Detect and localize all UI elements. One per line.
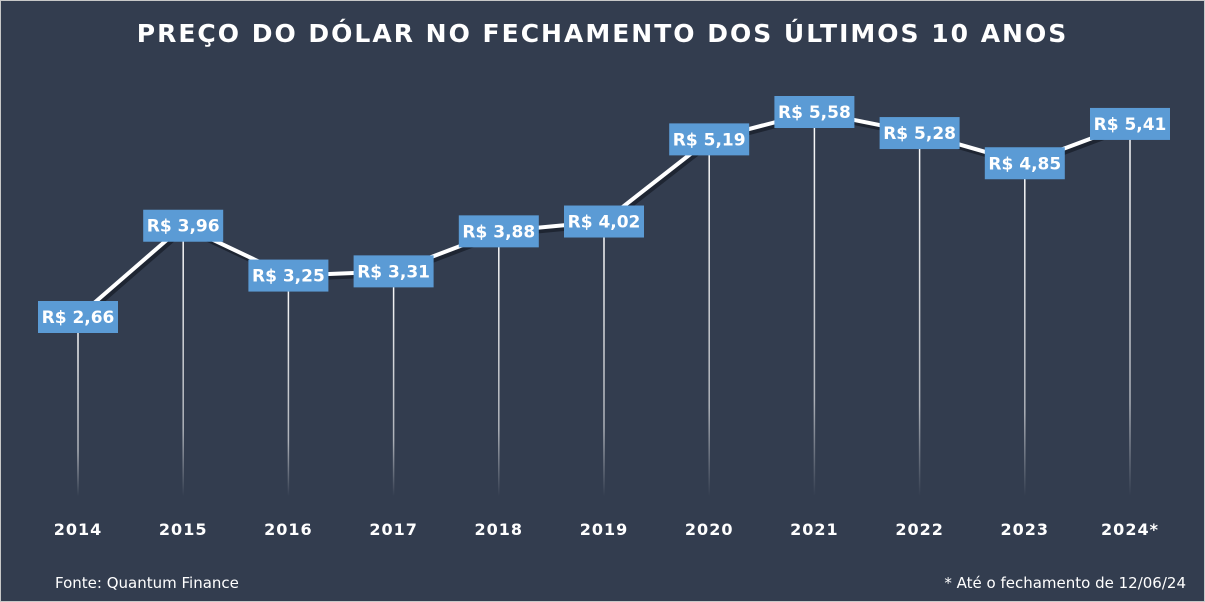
data-label: R$ 3,96 [147,217,220,237]
data-label-box [248,259,329,292]
x-tick-label: 2015 [159,520,208,539]
data-label: R$ 4,02 [568,213,641,233]
data-label: R$ 4,85 [988,154,1061,174]
drop-line [1024,163,1026,496]
data-labels: R$ 2,66 R$ 3,96 R$ 3,25 R$ 3,31 R$ 3,88 R$ 4,… [38,96,1170,333]
x-tick-label: 2022 [895,520,944,539]
data-label: R$ 5,28 [883,124,956,144]
drop-line [1129,123,1131,496]
x-tick-label: 2024* [1101,520,1159,539]
data-label: R$ 5,41 [1094,115,1167,135]
footnote: * Até o fechamento de 12/06/24 [944,574,1186,592]
data-point: R$ 4,02 [564,205,644,238]
data-point: R$ 3,96 [143,209,224,242]
drop-line [287,275,290,496]
drop-line [182,225,184,496]
data-point: R$ 5,19 [669,123,750,156]
data-point: R$ 3,25 [248,259,329,292]
drop-line [918,133,921,496]
data-label: R$ 2,66 [42,308,115,328]
chart-title: PREÇO DO DÓLAR NO FECHAMENTO DOS ÚLTIMOS… [136,19,1069,48]
data-label-box [38,301,118,333]
data-point: R$ 3,88 [458,215,539,248]
data-point: R$ 5,58 [774,96,855,128]
data-label: R$ 5,58 [778,103,851,123]
x-tick-label: 2020 [685,520,734,539]
x-tick-label: 2023 [1001,520,1050,539]
drop-lines [77,112,1131,497]
data-label-box [143,209,224,242]
source-note: Fonte: Quantum Finance [55,574,239,592]
drop-line [708,139,710,497]
data-point: R$ 2,66 [38,301,118,333]
drop-line [77,317,79,496]
x-tick-label: 2018 [475,520,524,539]
data-label-box [458,215,539,248]
data-label: R$ 5,19 [673,130,746,150]
data-point: R$ 4,85 [984,147,1065,180]
x-tick-label: 2021 [790,520,839,539]
drop-line [603,221,605,496]
data-label-box [353,255,434,288]
drop-line [813,112,816,496]
data-label: R$ 3,31 [357,262,430,282]
x-tick-label: 2019 [580,520,629,539]
data-label-box [879,117,960,150]
data-label-box [564,205,644,238]
x-tick-label: 2016 [264,520,313,539]
data-label-box [774,96,855,128]
data-label-box [1090,107,1170,140]
drop-line [392,271,395,496]
drop-line [498,231,500,497]
x-tick-label: 2014 [54,520,103,539]
data-label-box [669,123,750,156]
data-label: R$ 3,25 [252,267,325,287]
data-point: R$ 5,41 [1090,107,1170,140]
x-tick-label: 2017 [369,520,418,539]
data-label-box [984,147,1065,180]
x-axis-ticks: 2014 2015 2016 2017 2018 2019 2020 2021 2022 2023… [54,520,1159,539]
data-label: R$ 3,88 [462,222,535,242]
data-point: R$ 5,28 [879,117,960,150]
data-point: R$ 3,31 [353,255,434,288]
